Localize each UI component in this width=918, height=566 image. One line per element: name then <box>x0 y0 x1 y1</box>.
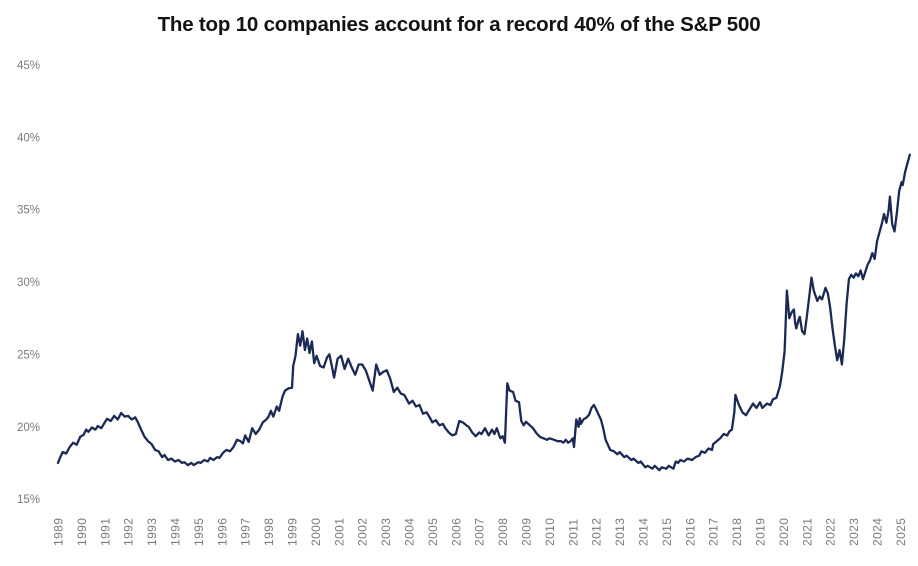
x-tick-label: 2018 <box>730 518 744 546</box>
x-tick-label: 1990 <box>75 518 89 546</box>
x-tick-label: 2009 <box>520 518 534 546</box>
y-tick-label: 35% <box>17 205 40 217</box>
x-tick-label: 2014 <box>637 518 651 546</box>
y-tick-label: 15% <box>17 494 40 506</box>
x-tick-label: 2001 <box>332 518 346 546</box>
x-tick-label: 1995 <box>192 518 206 546</box>
x-tick-label: 2008 <box>496 518 510 546</box>
x-tick-label: 2000 <box>309 518 323 546</box>
x-tick-label: 1989 <box>52 518 66 546</box>
x-tick-label: 2015 <box>660 518 674 546</box>
x-tick-label: 2007 <box>473 518 487 546</box>
x-axis-tick-labels: 1989 1990 1991 1992 1993 1994 1995 1996 1997 1998… <box>52 518 908 546</box>
x-tick-label: 1991 <box>98 518 112 546</box>
x-tick-label: 2003 <box>379 518 393 546</box>
x-tick-label: 1998 <box>262 518 276 546</box>
x-tick-label: 2025 <box>894 518 908 546</box>
y-tick-label: 25% <box>17 349 40 361</box>
x-tick-label: 2024 <box>871 518 885 546</box>
x-tick-label: 2004 <box>403 518 417 546</box>
x-tick-label: 2017 <box>707 518 721 546</box>
y-axis-tick-labels: 15% 20% 25% 30% 35% 40% 45% <box>17 60 40 506</box>
series-line <box>56 153 911 472</box>
x-tick-label: 2012 <box>590 518 604 546</box>
x-tick-label: 2002 <box>356 518 370 546</box>
x-tick-label: 2005 <box>426 518 440 546</box>
x-tick-label: 2022 <box>824 518 838 546</box>
y-tick-label: 40% <box>17 132 40 144</box>
x-tick-label: 2011 <box>566 519 580 546</box>
x-tick-label: 1997 <box>239 518 253 546</box>
x-tick-label: 1992 <box>122 518 136 546</box>
y-tick-label: 45% <box>17 60 40 72</box>
x-tick-label: 1996 <box>215 518 229 546</box>
x-tick-label: 1999 <box>286 518 300 546</box>
y-tick-label: 30% <box>17 277 40 289</box>
x-tick-label: 2016 <box>683 518 697 546</box>
x-tick-label: 2023 <box>847 518 861 546</box>
x-tick-label: 2019 <box>754 518 768 546</box>
x-tick-label: 2020 <box>777 518 791 546</box>
x-tick-label: 1993 <box>145 518 159 546</box>
y-tick-label: 20% <box>17 422 40 434</box>
x-tick-label: 2021 <box>800 518 814 546</box>
x-tick-label: 2010 <box>543 518 557 546</box>
x-tick-label: 2006 <box>449 518 463 546</box>
x-tick-label: 2013 <box>613 518 627 546</box>
x-tick-label: 1994 <box>169 518 183 546</box>
chart-title: The top 10 companies account for a recor… <box>157 13 761 36</box>
